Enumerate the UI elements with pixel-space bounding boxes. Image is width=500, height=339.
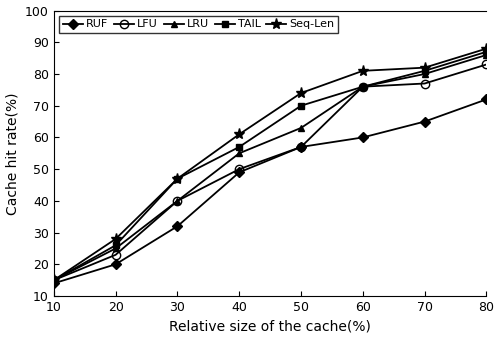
LRU <box>174 199 180 203</box>
RUF <box>360 135 366 139</box>
Line: Seq-Len: Seq-Len <box>48 43 492 286</box>
Seq-Len <box>112 237 118 241</box>
LRU <box>298 126 304 130</box>
RUF <box>174 224 180 228</box>
TAIL <box>422 69 428 73</box>
LFU <box>484 62 490 66</box>
Seq-Len <box>51 278 57 282</box>
Seq-Len <box>422 66 428 70</box>
LFU <box>360 85 366 89</box>
LFU <box>298 145 304 149</box>
Line: TAIL: TAIL <box>50 48 490 284</box>
LRU <box>51 278 57 282</box>
Line: RUF: RUF <box>50 96 490 287</box>
LRU <box>236 151 242 155</box>
RUF <box>51 281 57 285</box>
Seq-Len <box>236 132 242 136</box>
TAIL <box>51 278 57 282</box>
LRU <box>422 72 428 76</box>
LFU <box>51 278 57 282</box>
RUF <box>236 170 242 174</box>
RUF <box>484 97 490 101</box>
X-axis label: Relative size of the cache(%): Relative size of the cache(%) <box>169 319 371 334</box>
LFU <box>236 167 242 171</box>
TAIL <box>236 145 242 149</box>
Seq-Len <box>174 177 180 181</box>
TAIL <box>484 50 490 54</box>
Line: LRU: LRU <box>50 52 490 284</box>
TAIL <box>174 177 180 181</box>
Seq-Len <box>360 69 366 73</box>
RUF <box>112 262 118 266</box>
Seq-Len <box>484 46 490 51</box>
TAIL <box>298 104 304 108</box>
RUF <box>422 120 428 124</box>
LRU <box>360 85 366 89</box>
Legend: RUF, LFU, LRU, TAIL, Seq-Len: RUF, LFU, LRU, TAIL, Seq-Len <box>60 16 338 33</box>
LRU <box>484 53 490 57</box>
RUF <box>298 145 304 149</box>
LRU <box>112 246 118 251</box>
TAIL <box>112 243 118 247</box>
LFU <box>422 81 428 85</box>
Line: LFU: LFU <box>50 60 490 284</box>
LFU <box>112 253 118 257</box>
LFU <box>174 199 180 203</box>
TAIL <box>360 85 366 89</box>
Seq-Len <box>298 91 304 95</box>
Y-axis label: Cache hit rate(%): Cache hit rate(%) <box>6 92 20 215</box>
